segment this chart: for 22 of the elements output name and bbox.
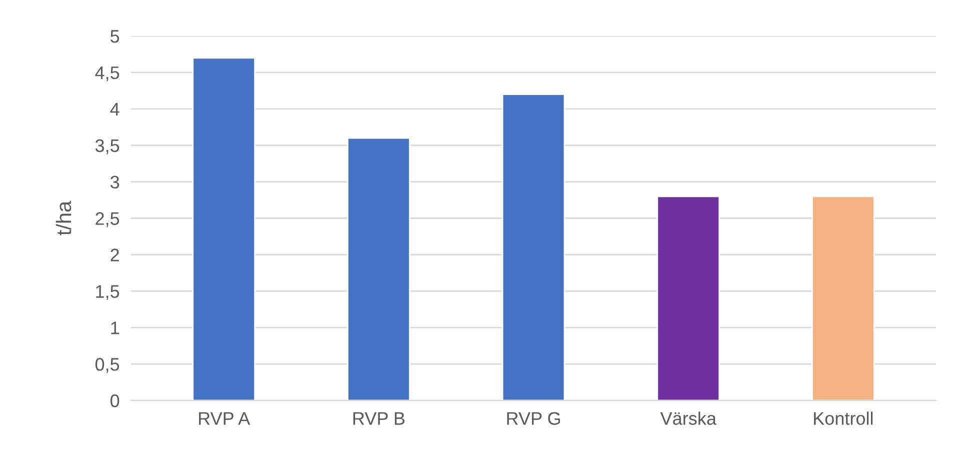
bar bbox=[811, 196, 875, 400]
y-tick-label: 1,5 bbox=[96, 285, 120, 300]
y-tick-label: 1 bbox=[111, 322, 119, 334]
bar bbox=[502, 94, 566, 400]
y-tick-label: 2 bbox=[110, 248, 119, 262]
y-tick-label: 0,5 bbox=[95, 358, 120, 373]
bar bbox=[347, 137, 410, 400]
y-tick-label: 5 bbox=[110, 30, 120, 43]
x-tick-label: Kontroll bbox=[814, 412, 873, 425]
bar bbox=[192, 57, 256, 400]
y-axis-title: t/ha bbox=[56, 200, 72, 236]
x-tick-label: RVP B bbox=[353, 412, 404, 425]
bar bbox=[656, 196, 720, 400]
y-tick-label: 2,5 bbox=[96, 212, 120, 228]
x-tick-label: RVP A bbox=[199, 412, 250, 425]
x-tick-label: Värska bbox=[660, 412, 716, 425]
y-tick-label: 3 bbox=[110, 176, 120, 189]
y-tick-label: 0 bbox=[110, 394, 120, 408]
y-tick-label: 4 bbox=[110, 103, 120, 116]
y-tick-label: 3,5 bbox=[95, 139, 120, 154]
y-tick-label: 4,5 bbox=[95, 66, 120, 82]
x-tick-label: RVP G bbox=[507, 412, 560, 425]
